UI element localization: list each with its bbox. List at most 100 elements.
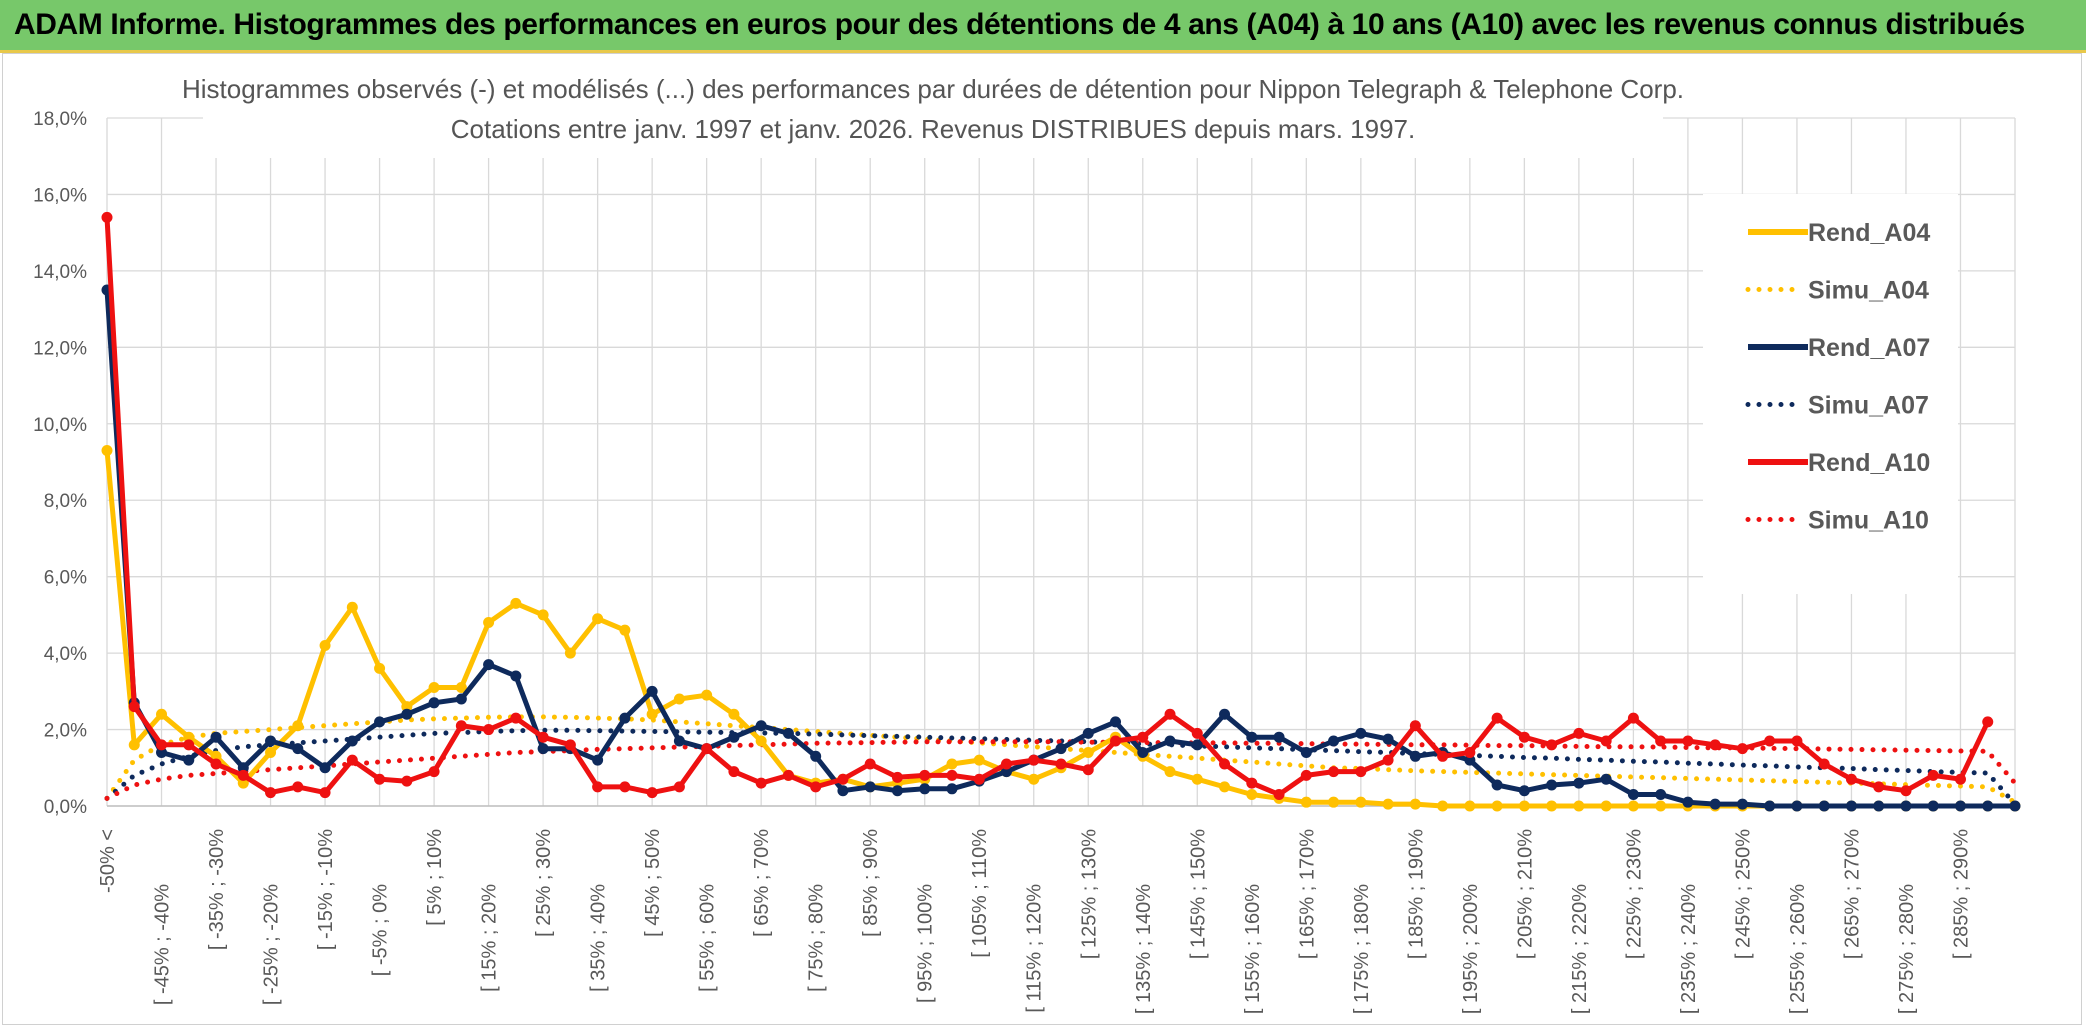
data-point [210,758,222,770]
data-point [292,720,304,732]
data-point [1437,750,1449,762]
x-tick-label: [ -15% ; -10% [315,829,337,950]
y-tick-label: 6,0% [44,568,87,589]
x-tick-label: [ 25% ; 30% [533,829,555,937]
data-point [1573,800,1585,812]
data-point [701,743,713,755]
legend-item-rend-a04[interactable]: Rend_A04 [1748,219,1930,247]
x-tick-label: [ 15% ; 20% [479,884,501,992]
data-point [1028,754,1040,766]
x-axis: -50% < [ -45% ; -40% [ -35% ; -30% [ -25% ;… [97,829,1972,1014]
y-tick-label: 8,0% [44,491,87,512]
x-tick-label: [ 245% ; 250% [1732,829,1754,959]
x-tick-label: [ 125% ; 130% [1078,829,1100,959]
legend[interactable]: Rend_A04 Simu_A04 Rend_A07 Simu_A07 Rend_A10… [1703,194,1958,594]
y-tick-label: 16,0% [33,185,87,206]
data-point [1600,773,1612,785]
legend-item-simu-a10[interactable]: Simu_A10 [1745,507,1929,535]
x-tick-label: [ -35% ; -30% [206,829,228,950]
data-point [1791,735,1803,747]
data-point [1655,800,1667,812]
x-tick-label: [ 45% ; 50% [642,829,664,937]
series-simu-a10[interactable] [104,739,2018,801]
data-point [1873,800,1885,812]
chart-title-line1: Histogrammes observés (-) et modélisés (… [182,74,1684,104]
data-point [1191,773,1203,785]
data-point [1845,800,1857,812]
series-area [101,211,2021,812]
data-point [1355,727,1367,739]
data-point [564,739,576,751]
data-point [919,783,931,795]
x-tick-label: [ 185% ; 190% [1405,829,1427,959]
series-rend-a10[interactable] [101,211,1994,801]
legend-item-simu-a04[interactable]: Simu_A04 [1745,277,1929,305]
y-tick-label: 4,0% [44,644,87,665]
data-point [1409,798,1421,810]
data-point [1082,764,1094,776]
data-point [1328,796,1340,808]
data-point [292,743,304,755]
data-point [1709,798,1721,810]
x-tick-label: [ 5% ; 10% [424,829,446,926]
y-tick-label: 14,0% [33,262,87,283]
data-point [1982,800,1994,812]
data-point [1191,739,1203,751]
x-tick-label: [ 105% ; 110% [969,829,991,958]
data-point [101,445,113,457]
series-rend-a07[interactable] [101,284,2021,812]
data-point [1300,746,1312,758]
data-point [1000,766,1012,778]
data-point [946,758,958,770]
x-tick-label: [ 165% ; 170% [1296,829,1318,959]
legend-label: Simu_A04 [1808,277,1929,305]
data-point [564,647,576,659]
data-point [1818,800,1830,812]
data-point [1464,746,1476,758]
legend-item-rend-a07[interactable]: Rend_A07 [1748,334,1930,362]
x-tick-label: [ 35% ; 40% [588,884,610,992]
data-point [782,727,794,739]
data-point [810,750,822,762]
legend-item-simu-a07[interactable]: Simu_A07 [1745,392,1929,420]
legend-item-rend-a10[interactable]: Rend_A10 [1748,449,1930,477]
data-point [1491,712,1503,724]
series-rend-a04[interactable] [101,445,2021,812]
data-point [1546,739,1558,751]
data-point [537,743,549,755]
data-point [156,746,168,758]
data-point [1382,798,1394,810]
data-point [673,781,685,793]
data-point [537,609,549,621]
histogram-chart: 0,0% 2,0% 4,0% 6,0% 8,0% 10,0% 12,0% 14,0% 16,0%… [33,60,2021,1014]
data-point [1164,766,1176,778]
data-point [1546,800,1558,812]
data-point [728,708,740,720]
data-point [673,735,685,747]
data-point [1110,716,1122,728]
x-tick-label: [ 135% ; 140% [1133,884,1155,1014]
data-point [1600,735,1612,747]
data-point [1736,743,1748,755]
data-point [919,769,931,781]
y-tick-label: 2,0% [44,721,87,742]
data-point [1518,785,1530,797]
data-point [128,739,140,751]
x-tick-label: [ 235% ; 240% [1678,884,1700,1014]
data-point [1900,800,1912,812]
data-point [156,708,168,720]
data-point [1355,796,1367,808]
data-point [1982,716,1994,728]
data-point [128,701,140,713]
data-point [837,785,849,797]
data-point [292,781,304,793]
legend-box [1703,194,1958,594]
data-point [237,769,249,781]
data-point [1000,758,1012,770]
data-point [374,662,386,674]
x-tick-label: [ 285% ; 290% [1950,829,1972,959]
data-point [428,766,440,778]
data-point [401,708,413,720]
data-point [455,720,467,732]
data-point [374,773,386,785]
